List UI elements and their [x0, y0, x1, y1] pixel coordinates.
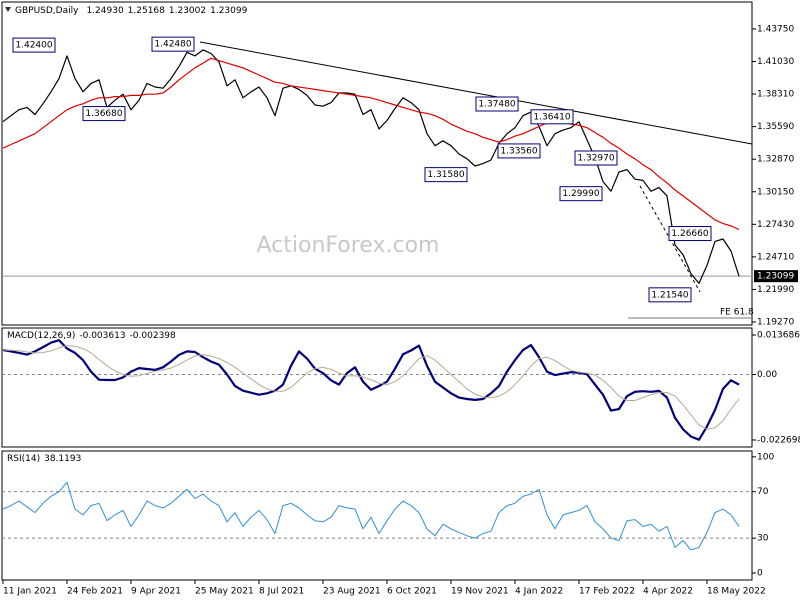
- x-tick-label: 17 Feb 2022: [579, 587, 635, 597]
- x-tick-label: 8 Jul 2021: [259, 587, 304, 597]
- symbol: GBPUSD,Daily: [15, 6, 79, 16]
- last-price-label: 1.23099: [757, 272, 794, 282]
- price-label-box: [530, 109, 574, 125]
- price-label: 1.42480: [154, 40, 191, 50]
- x-tick-label: 4 Jan 2022: [515, 587, 563, 597]
- price-label-box: [12, 37, 56, 53]
- price-label: 1.36410: [533, 112, 570, 122]
- close: 1.23099: [210, 6, 247, 16]
- macd-main: -0.003613: [79, 331, 125, 341]
- rsi-title: RSI(14): [7, 454, 40, 464]
- rsi-header: RSI(14) 38.1193: [7, 454, 81, 464]
- x-tick-label: 9 Apr 2021: [131, 587, 181, 597]
- price-label: 1.32970: [577, 153, 614, 163]
- x-tick-label: 23 Aug 2021: [323, 587, 381, 597]
- trend-line: [199, 41, 753, 145]
- y-tick-label: 1.43750: [757, 24, 794, 34]
- price-label-box: [497, 143, 541, 159]
- panel-frame: [1, 450, 753, 581]
- symbol-icon: [5, 7, 11, 12]
- y-tick-label: 1.38310: [757, 90, 794, 100]
- price-label: 1.33560: [500, 146, 537, 156]
- y-tick-label: -0.022698: [757, 436, 800, 446]
- y-tick-label: 0.013686: [757, 330, 800, 340]
- y-tick-label: 70: [757, 487, 769, 497]
- price-label-box: [648, 287, 692, 303]
- open: 1.24930: [86, 6, 123, 16]
- y-tick-label: 1.41030: [757, 57, 794, 67]
- y-tick-label: 1.35590: [757, 122, 794, 132]
- price-label: 1.31580: [427, 170, 464, 180]
- series-line: [2, 345, 740, 430]
- x-tick-label: 6 Oct 2021: [387, 587, 437, 597]
- header: GBPUSD,Daily 1.24930 1.25168 1.23002 1.23099: [15, 6, 248, 16]
- series-line: [2, 481, 740, 551]
- panel-frame: [1, 1, 753, 326]
- price-label-box: [475, 96, 519, 112]
- y-tick-label: 1.21990: [757, 285, 794, 295]
- macd-title: MACD(12,26,9): [7, 331, 75, 341]
- rsi-value: 38.1193: [44, 454, 81, 464]
- price-label-box: [424, 167, 468, 183]
- price-label: 1.26660: [671, 229, 708, 239]
- y-tick-label: 1.19270: [757, 318, 794, 328]
- high: 1.25168: [128, 6, 165, 16]
- price-label: 1.21540: [651, 290, 688, 300]
- macd-header: MACD(12,26,9) -0.003613 -0.002398: [7, 331, 176, 341]
- y-tick-label: 1.30150: [757, 187, 794, 197]
- price-label: 1.42400: [15, 41, 52, 51]
- panel-frame: [1, 327, 753, 448]
- y-tick-label: 1.32870: [757, 155, 794, 165]
- y-tick-label: 100: [757, 452, 774, 462]
- y-tick-label: 0: [757, 569, 763, 579]
- price-label-box: [668, 226, 712, 242]
- x-tick-label: 4 Apr 2022: [643, 587, 693, 597]
- price-label: 1.36680: [85, 109, 122, 119]
- x-tick-label: 11 Jan 2021: [3, 587, 57, 597]
- price-label: 1.37480: [478, 100, 515, 110]
- price-label-box: [559, 186, 603, 202]
- x-tick-label: 25 May 2021: [195, 587, 254, 597]
- price-label-box: [574, 150, 618, 166]
- low: 1.23002: [169, 6, 206, 16]
- series-line: [2, 49, 740, 284]
- price-label-box: [82, 106, 126, 122]
- watermark: ActionForex.com: [257, 233, 440, 258]
- x-tick-label: 19 Nov 2021: [451, 587, 509, 597]
- y-tick-label: 0.00: [757, 370, 777, 380]
- x-tick-label: 18 May 2022: [707, 587, 766, 597]
- y-tick-label: 1.27430: [757, 220, 794, 230]
- price-label: 1.29990: [562, 189, 599, 199]
- y-tick-label: 1.24710: [757, 252, 794, 262]
- y-tick-label: 30: [757, 534, 769, 544]
- macd-signal: -0.002398: [130, 331, 176, 341]
- series-line: [2, 57, 740, 231]
- fe-label: FE 61.8: [720, 308, 754, 318]
- x-tick-label: 24 Feb 2021: [67, 587, 123, 597]
- last-price-box: [754, 270, 798, 283]
- price-label-box: [151, 36, 195, 52]
